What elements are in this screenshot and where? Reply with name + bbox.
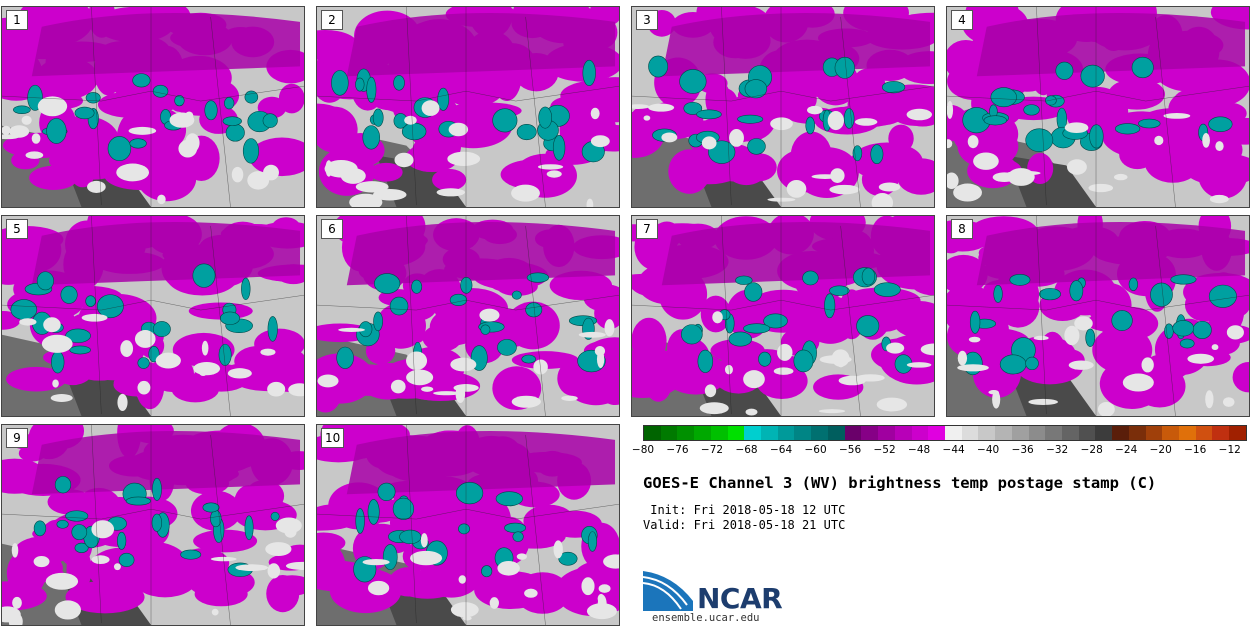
colorbar-tick-label: −12 xyxy=(1218,444,1241,456)
colorbar-segment xyxy=(744,426,762,440)
colorbar-tick-label: −16 xyxy=(1184,444,1207,456)
water-vapor-map xyxy=(317,425,619,625)
colorbar-tick-label: −64 xyxy=(769,444,793,456)
ensemble-member-panel: 7 xyxy=(631,215,935,417)
colorbar-segment xyxy=(944,426,962,440)
member-number: 7 xyxy=(636,219,658,239)
member-number: 1 xyxy=(6,10,28,30)
ensemble-url: ensemble.ucar.edu xyxy=(652,612,760,624)
colorbar-segment xyxy=(1061,426,1079,440)
member-number: 10 xyxy=(321,428,345,448)
colorbar xyxy=(643,425,1247,441)
colorbar-segment xyxy=(1145,426,1163,440)
member-number: 5 xyxy=(6,219,28,239)
colorbar-tick-label: −36 xyxy=(1011,444,1034,456)
member-number: 8 xyxy=(951,219,973,239)
colorbar-segment xyxy=(961,426,979,440)
colorbar-tick-label: −72 xyxy=(700,444,724,456)
ensemble-member-panel: 6 xyxy=(316,215,620,417)
colorbar-tick-label: −48 xyxy=(908,444,931,456)
water-vapor-map xyxy=(947,216,1249,416)
colorbar-tick-label: −20 xyxy=(1149,444,1172,456)
water-vapor-map xyxy=(632,216,934,416)
ensemble-member-panel: 5 xyxy=(1,215,305,417)
colorbar-tick-label: −44 xyxy=(942,444,965,456)
water-vapor-map xyxy=(2,425,304,625)
colorbar-tick-label: −32 xyxy=(1046,444,1069,456)
colorbar-segment xyxy=(995,426,1012,440)
colorbar-segment xyxy=(1162,426,1179,440)
colorbar-segment xyxy=(1212,426,1230,440)
colorbar-segment xyxy=(1179,426,1196,440)
member-number: 4 xyxy=(951,10,973,30)
colorbar-tick-label: −52 xyxy=(873,444,896,456)
colorbar-segment xyxy=(677,426,695,440)
colorbar-ticks: −80 −76 −72 −68 −64 −60 −56 −52 −48 −44 −40 −36 −32−… xyxy=(632,444,1247,458)
member-number: 6 xyxy=(321,219,343,239)
colorbar-segment xyxy=(978,426,996,440)
colorbar-tick-label: −28 xyxy=(1080,444,1103,456)
colorbar-segment xyxy=(1045,426,1062,440)
ensemble-member-panel: 4 xyxy=(946,6,1250,208)
ensemble-member-panel: 2 xyxy=(316,6,620,208)
colorbar-tick-label: −56 xyxy=(838,444,862,456)
colorbar-segment xyxy=(694,426,711,440)
colorbar-segment xyxy=(878,426,895,440)
colorbar-segment xyxy=(1128,426,1146,440)
water-vapor-map xyxy=(947,7,1249,207)
ensemble-member-panel: 8 xyxy=(946,215,1250,417)
ensemble-member-panel: 10 xyxy=(316,424,620,626)
colorbar-tick-label: −24 xyxy=(1115,444,1138,456)
colorbar-segment xyxy=(1028,426,1046,440)
water-vapor-map xyxy=(2,216,304,416)
init-time: Init: Fri 2018-05-18 12 UTC xyxy=(643,503,846,517)
water-vapor-map xyxy=(317,7,619,207)
water-vapor-map xyxy=(317,216,619,416)
colorbar-tick-label: −40 xyxy=(977,444,1000,456)
colorbar-segment xyxy=(660,426,678,440)
colorbar-segment xyxy=(928,426,945,440)
water-vapor-map xyxy=(2,7,304,207)
colorbar-segment xyxy=(727,426,745,440)
figure-title: GOES-E Channel 3 (WV) brightness temp po… xyxy=(643,474,1157,492)
colorbar-segment xyxy=(1095,426,1113,440)
colorbar-segment xyxy=(894,426,912,440)
ensemble-member-panel: 9 xyxy=(1,424,305,626)
colorbar-segment xyxy=(1078,426,1096,440)
colorbar-segment xyxy=(777,426,795,440)
colorbar-segment xyxy=(794,426,812,440)
colorbar-tick-label: −80 xyxy=(631,444,655,456)
ensemble-member-panel: 3 xyxy=(631,6,935,208)
colorbar-segment xyxy=(1195,426,1213,440)
colorbar-segment xyxy=(844,426,862,440)
colorbar-segment xyxy=(1229,426,1246,440)
colorbar-segment xyxy=(1112,426,1129,440)
colorbar-segment xyxy=(710,426,728,440)
member-number: 9 xyxy=(6,428,28,448)
colorbar-segment xyxy=(761,426,778,440)
water-vapor-map xyxy=(632,7,934,207)
colorbar-tick-label: −60 xyxy=(804,444,827,456)
ncar-logo-icon xyxy=(643,571,693,611)
ensemble-member-panel: 1 xyxy=(1,6,305,208)
member-number: 2 xyxy=(321,10,343,30)
colorbar-segment xyxy=(911,426,929,440)
colorbar-tick-label: −68 xyxy=(735,444,758,456)
colorbar-segment xyxy=(827,426,845,440)
valid-time: Valid: Fri 2018-05-18 21 UTC xyxy=(643,518,846,532)
ncar-logo-text: NCAR xyxy=(697,582,783,615)
colorbar-segment xyxy=(1011,426,1029,440)
colorbar-segment xyxy=(861,426,879,440)
member-number: 3 xyxy=(636,10,658,30)
colorbar-segment xyxy=(811,426,828,440)
colorbar-tick-label: −76 xyxy=(666,444,689,456)
colorbar-segment xyxy=(644,426,661,440)
